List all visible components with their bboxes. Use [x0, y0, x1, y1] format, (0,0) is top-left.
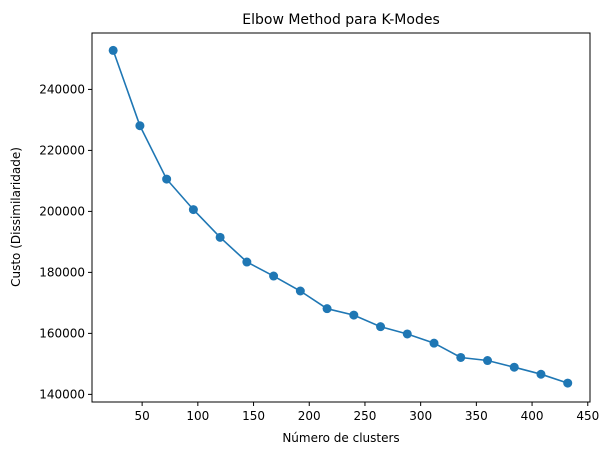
data-point	[135, 121, 145, 131]
y-tick-label: 220000	[39, 143, 85, 157]
data-point	[483, 356, 493, 366]
x-tick-label: 50	[134, 409, 149, 423]
data-point	[429, 338, 439, 348]
y-tick-label: 140000	[39, 387, 85, 401]
data-point	[188, 205, 198, 215]
data-point	[456, 352, 466, 362]
plot-frame	[91, 32, 591, 403]
data-point	[376, 322, 386, 332]
x-tick-label: 400	[521, 409, 544, 423]
x-axis: 50 100 150 200 250 300 350 400 450	[134, 402, 599, 423]
x-tick-label: 300	[409, 409, 432, 423]
data-point	[269, 271, 279, 281]
series-line	[112, 50, 568, 384]
data-point	[536, 369, 546, 379]
y-tick-label: 160000	[39, 326, 85, 340]
y-axis-label: Custo (Dissimilaridade)	[9, 147, 23, 287]
y-tick-label: 200000	[39, 204, 85, 218]
y-axis: 140000 160000 180000 200000 220000 240000	[39, 82, 92, 401]
x-tick-label: 450	[576, 409, 599, 423]
x-tick-label: 150	[242, 409, 265, 423]
plot-area: 50 100 150 200 250 300 350 400 450 1400001600001…	[39, 32, 599, 423]
series-layer	[108, 45, 573, 388]
data-point	[509, 362, 519, 372]
data-point	[563, 378, 573, 388]
y-tick-label: 180000	[39, 265, 85, 279]
data-point	[349, 310, 359, 320]
data-point	[215, 232, 225, 242]
y-tick-label: 240000	[39, 82, 85, 96]
data-point	[108, 45, 118, 55]
x-axis-label: Número de clusters	[282, 431, 399, 445]
data-point	[295, 286, 305, 296]
x-tick-label: 350	[465, 409, 488, 423]
x-tick-label: 200	[298, 409, 321, 423]
x-tick-label: 100	[186, 409, 209, 423]
data-point	[242, 257, 252, 267]
x-tick-label: 250	[353, 409, 376, 423]
data-point	[162, 174, 172, 184]
chart-title: Elbow Method para K-Modes	[242, 12, 440, 28]
data-point	[322, 304, 332, 314]
data-point	[402, 329, 412, 339]
